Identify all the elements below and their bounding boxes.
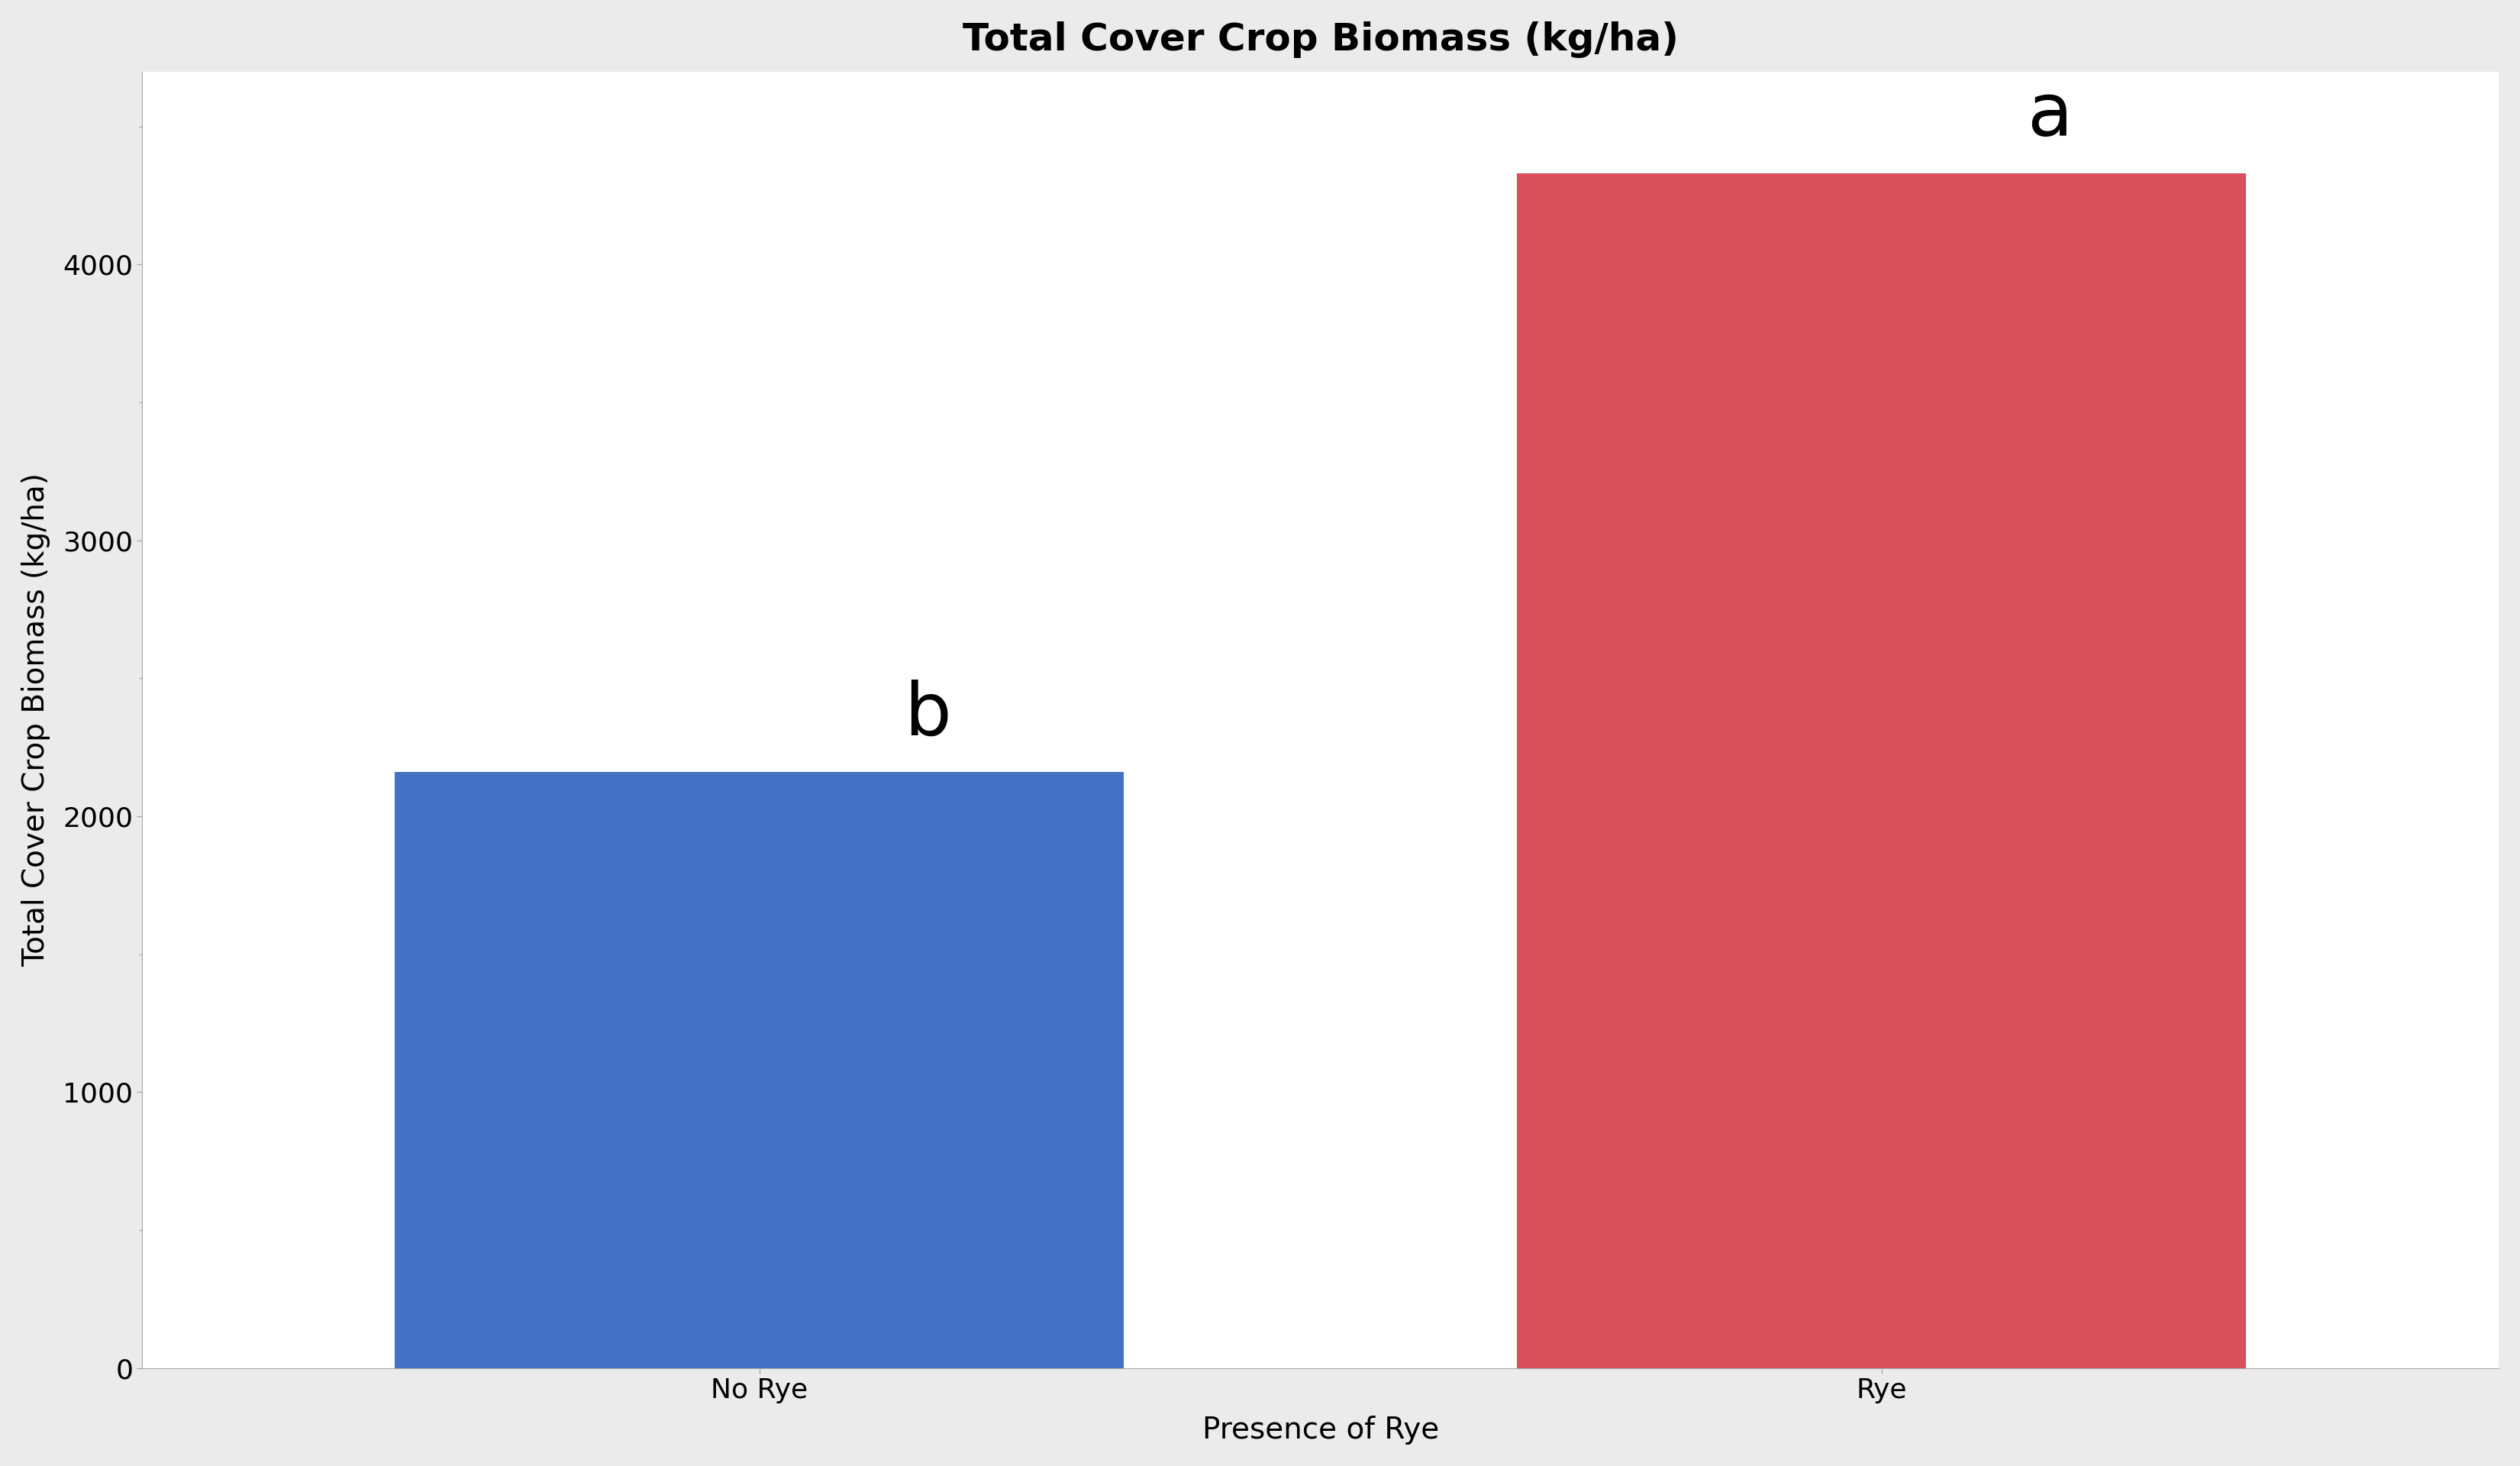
Y-axis label: Total Cover Crop Biomass (kg/ha): Total Cover Crop Biomass (kg/ha) <box>20 474 50 966</box>
X-axis label: Presence of Rye: Presence of Rye <box>1202 1416 1439 1445</box>
Bar <box>396 773 1124 1368</box>
Text: b: b <box>905 679 953 751</box>
Text: a: a <box>2026 81 2071 151</box>
Bar <box>1517 173 2245 1368</box>
Title: Total Cover Crop Biomass (kg/ha): Total Cover Crop Biomass (kg/ha) <box>963 21 1678 57</box>
